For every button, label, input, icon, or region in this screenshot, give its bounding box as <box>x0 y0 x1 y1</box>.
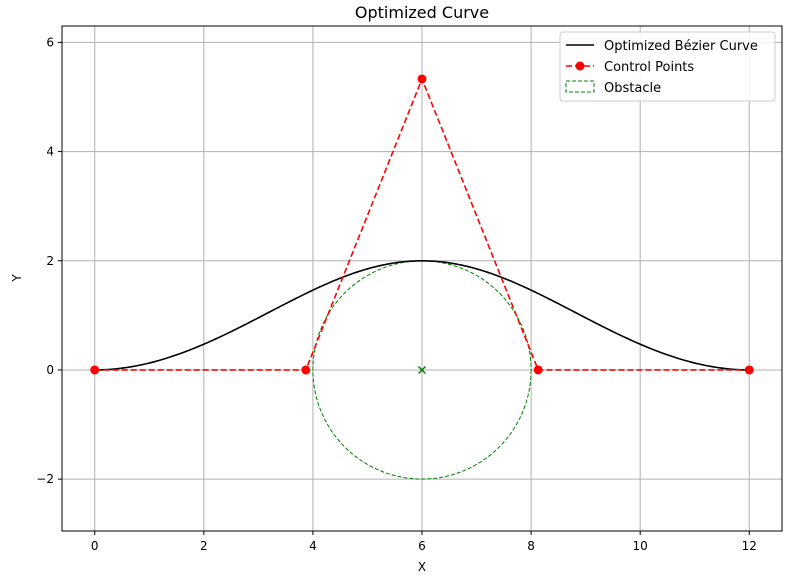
control-point-marker <box>533 365 543 375</box>
legend-label-control: Control Points <box>604 60 694 75</box>
chart-title: Optimized Curve <box>355 3 489 22</box>
control-point-marker <box>744 365 754 375</box>
legend: Optimized Bézier Curve Control Points Ob… <box>559 31 776 102</box>
legend-label-obstacle: Obstacle <box>604 81 661 96</box>
bezier-curve-line <box>94 260 750 371</box>
x-tick-label: 8 <box>527 539 535 553</box>
control-point-marker <box>90 365 100 375</box>
y-axis-label: Y <box>10 274 24 283</box>
x-tick-label: 4 <box>309 539 317 553</box>
x-axis-label: X <box>418 560 426 574</box>
y-tick-label: 4 <box>46 145 54 159</box>
grid <box>62 26 782 531</box>
y-tick-label: 2 <box>46 254 54 268</box>
control-point-markers <box>90 74 754 375</box>
y-tick-label: 6 <box>46 35 54 49</box>
legend-box <box>559 31 776 102</box>
control-point-marker <box>417 74 427 84</box>
obstacle-center-stroke <box>418 365 426 374</box>
legend-label-curve: Optimized Bézier Curve <box>604 39 758 54</box>
x-tick-label: 6 <box>418 539 426 553</box>
obstacle-center-marker <box>418 365 426 374</box>
y-tick-label: 0 <box>46 363 54 377</box>
control-point-marker <box>301 365 311 375</box>
x-tick-label: 12 <box>742 539 757 553</box>
x-tick-label: 0 <box>91 539 99 553</box>
legend-marker-control <box>575 61 585 71</box>
axis-ticks: 0 2 4 6 8 10 12 −2 0 2 4 6 <box>36 35 757 553</box>
y-tick-label: −2 <box>36 472 54 486</box>
x-tick-label: 2 <box>200 539 208 553</box>
legend-swatch-obstacle <box>565 80 595 93</box>
x-tick-label: 10 <box>633 539 648 553</box>
